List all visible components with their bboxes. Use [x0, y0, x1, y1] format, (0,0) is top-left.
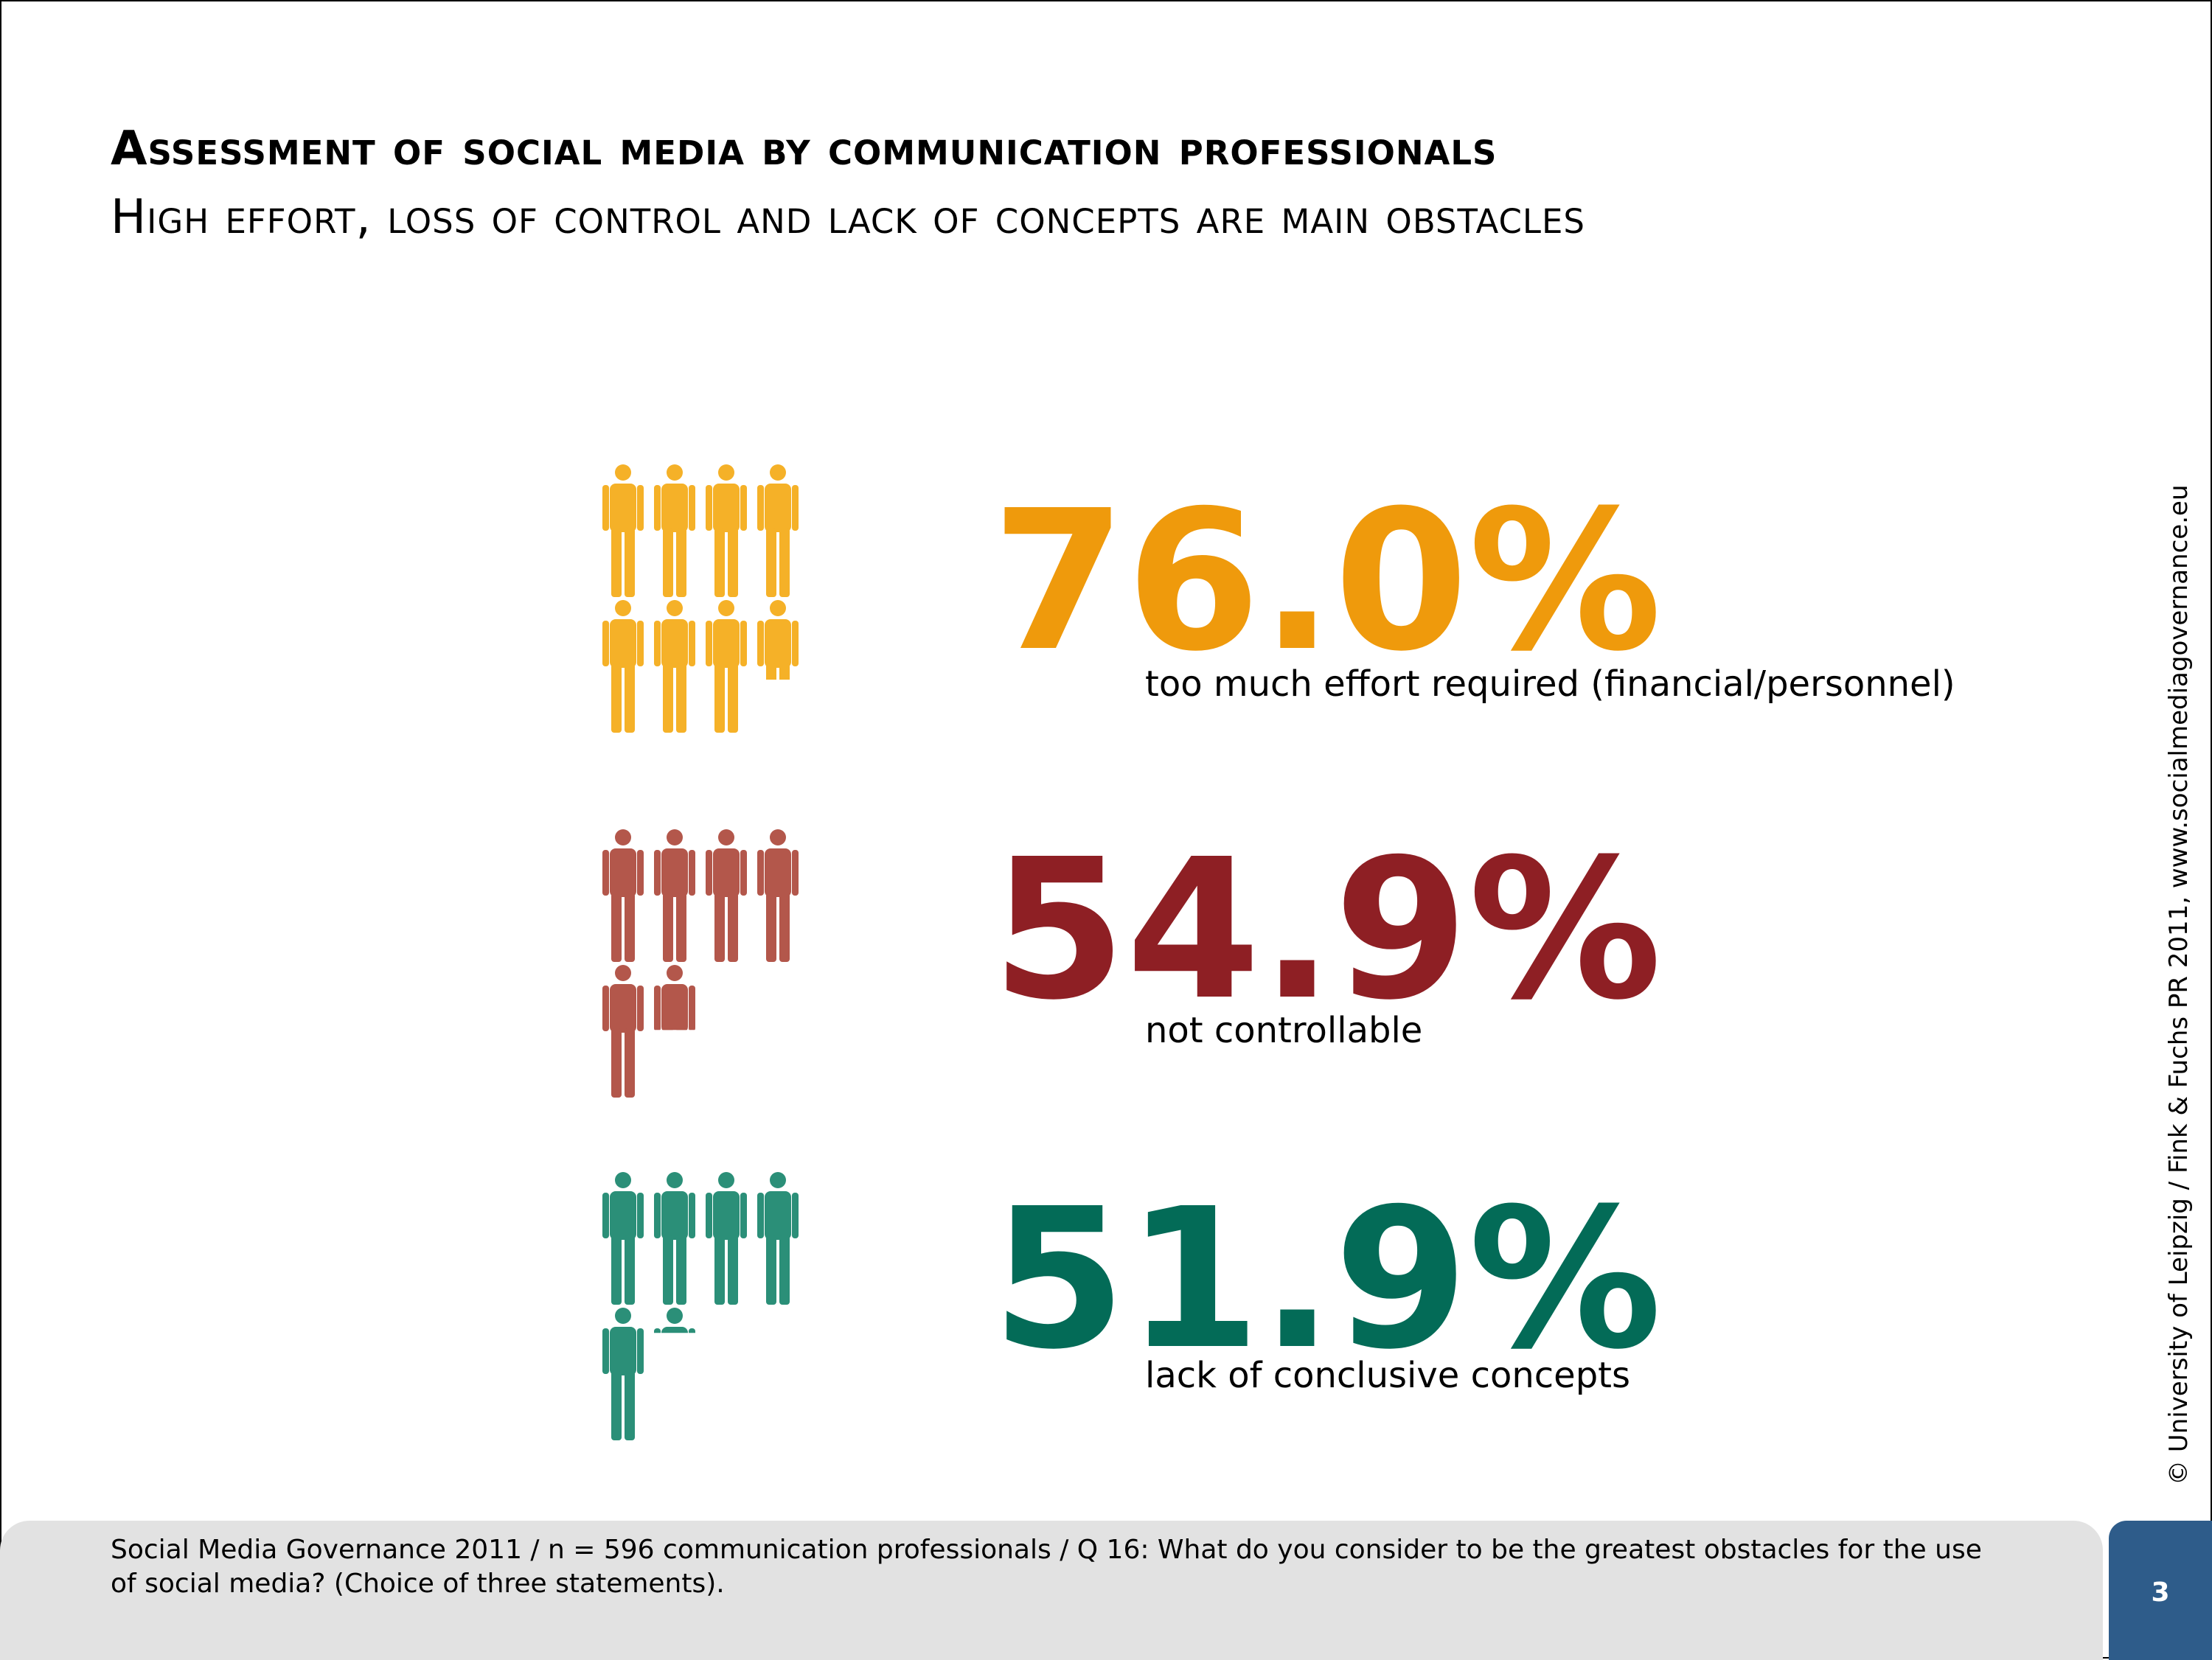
- person-icon-partial: [654, 1308, 695, 1333]
- value-not-controllable: 54.9%: [992, 817, 1662, 1042]
- label-lack-of-concepts: lack of conclusive concepts: [1145, 1355, 1630, 1396]
- value-effort: 76.0%: [992, 469, 1662, 694]
- person-icon: [757, 1172, 799, 1305]
- person-icon: [654, 600, 695, 733]
- person-icon: [654, 464, 695, 597]
- person-icon: [654, 829, 695, 962]
- page-number-box: [2109, 1521, 2212, 1660]
- person-icon: [602, 965, 644, 1098]
- person-icon: [602, 464, 644, 597]
- person-icon: [757, 464, 799, 597]
- footer-bar: [0, 1521, 2103, 1660]
- person-icon: [602, 600, 644, 733]
- person-icon: [706, 464, 747, 597]
- person-icon-partial: [757, 600, 799, 680]
- label-effort: too much effort required (financial/pers…: [1145, 663, 1955, 705]
- pictogram-effort: [602, 464, 799, 733]
- person-icon: [654, 1172, 695, 1305]
- slide-subtitle: High effort, loss of control and lack of…: [111, 190, 1585, 245]
- person-icon: [602, 1172, 644, 1305]
- person-icon-partial: [654, 965, 695, 1030]
- value-lack-of-concepts: 51.9%: [992, 1167, 1662, 1392]
- footer-source-text: Social Media Governance 2011 / n = 596 c…: [111, 1535, 1982, 1599]
- person-icon: [757, 829, 799, 962]
- copyright-note: © University of Leipzig / Fink & Fuchs P…: [2164, 484, 2194, 1486]
- page-number: 3: [2151, 1577, 2170, 1608]
- person-icon: [602, 1308, 644, 1440]
- slide-title: Assessment of social media by communicat…: [111, 122, 1498, 176]
- person-icon: [706, 829, 747, 962]
- pictogram-lack-of-concepts: [602, 1172, 799, 1440]
- pictogram-not-controllable: [602, 829, 799, 1098]
- label-not-controllable: not controllable: [1145, 1010, 1423, 1051]
- person-icon: [602, 829, 644, 962]
- person-icon: [706, 1172, 747, 1305]
- person-icon: [706, 600, 747, 733]
